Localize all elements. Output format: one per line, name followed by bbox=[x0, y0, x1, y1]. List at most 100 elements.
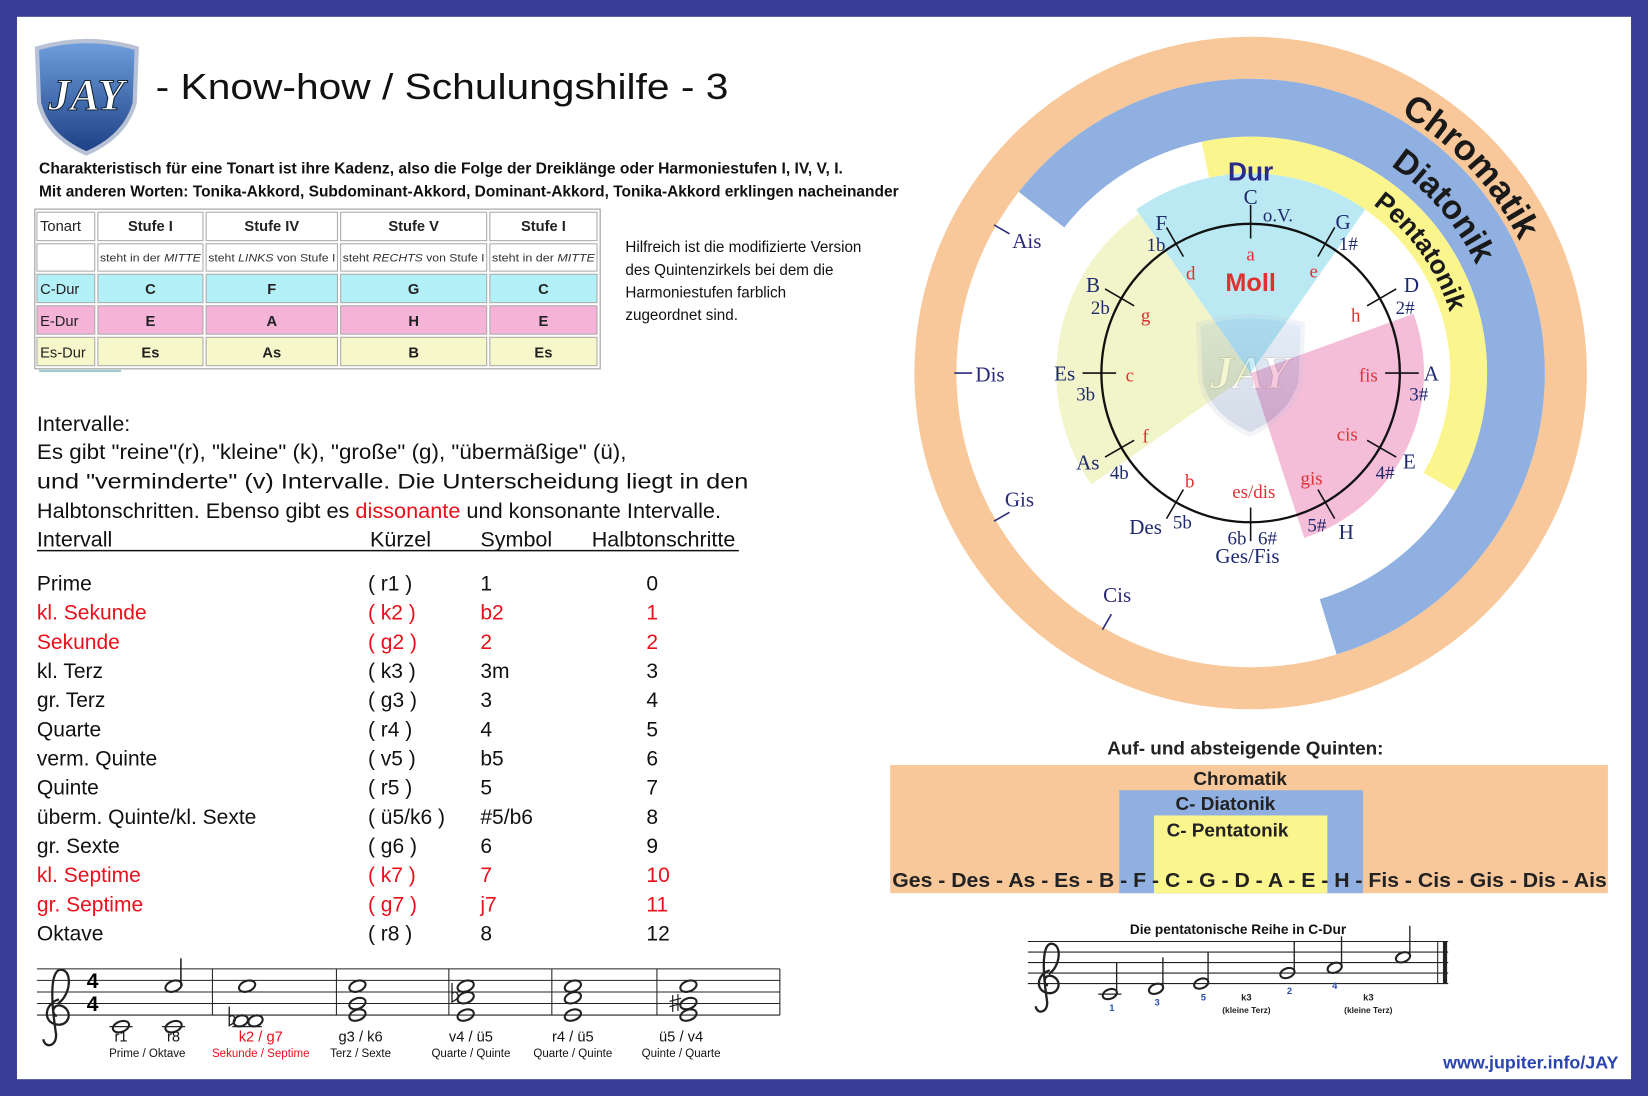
table-key: E-Dur bbox=[40, 314, 78, 330]
note-head bbox=[111, 1019, 131, 1034]
key-signature: 6# bbox=[1258, 528, 1277, 549]
chord-caption: Sekunde / Septime bbox=[212, 1048, 310, 1060]
outer-key: Gis bbox=[1005, 487, 1034, 511]
table-key: C-Dur bbox=[40, 282, 79, 298]
interval-label: k3 bbox=[1241, 992, 1252, 1003]
minor-key: b bbox=[1185, 472, 1194, 493]
table-cell bbox=[97, 336, 204, 367]
table-chord: A bbox=[266, 314, 277, 330]
interval-name: gr. Septime bbox=[37, 893, 143, 916]
chord-caption: Quarte / Quinte bbox=[533, 1048, 612, 1060]
table-note-part: MITTE bbox=[557, 253, 595, 265]
degree-label: 2 bbox=[1287, 986, 1292, 997]
major-key: B bbox=[1086, 273, 1100, 297]
paragraph-line: Es gibt "reine"(r), "kleine" (k), "große… bbox=[37, 440, 627, 464]
intro-line: Charakteristisch für eine Tonart ist ihr… bbox=[39, 160, 843, 177]
table-cell bbox=[205, 336, 338, 367]
table-header: Stufe IV bbox=[244, 219, 299, 235]
minor-key: cis bbox=[1337, 424, 1358, 445]
note-head bbox=[456, 979, 475, 993]
table-cell bbox=[97, 273, 204, 304]
note-head bbox=[679, 996, 698, 1011]
table-cell bbox=[205, 211, 338, 242]
dur-label: Dur bbox=[1228, 157, 1273, 187]
interval-abbr: ( ü5/k6 ) bbox=[368, 806, 445, 829]
table-cell bbox=[97, 211, 204, 242]
key-signature: 5# bbox=[1307, 516, 1326, 537]
table-cell bbox=[205, 305, 338, 335]
interval-name: Quinte bbox=[37, 777, 99, 800]
outer-tick bbox=[993, 224, 1010, 235]
table-cell bbox=[205, 243, 338, 272]
interval-note: (kleine Terz) bbox=[1222, 1005, 1271, 1015]
key-tick bbox=[1165, 227, 1185, 257]
interval-name: gr. Sexte bbox=[37, 835, 120, 858]
interval-name: kl. Sekunde bbox=[37, 602, 147, 625]
note-line: des Quintenzirkels bei dem die bbox=[625, 262, 833, 279]
table-chord: C bbox=[145, 282, 156, 298]
flat bbox=[228, 1006, 237, 1027]
interval-abbr: ( g6 ) bbox=[368, 835, 417, 858]
interval-symbol: 5 bbox=[480, 777, 492, 800]
interval-name: überm. Quinte/kl. Sexte bbox=[37, 806, 256, 829]
table-note: steht RECHTS von Stufe I bbox=[343, 253, 485, 265]
major-key: C bbox=[1244, 185, 1258, 209]
note-head bbox=[348, 996, 367, 1011]
minor-key: d bbox=[1186, 264, 1196, 285]
outer-tick bbox=[993, 511, 1010, 522]
interval-name: Sekunde bbox=[37, 631, 120, 654]
table-cell bbox=[36, 273, 96, 304]
interval-symbol: 4 bbox=[480, 718, 492, 741]
key-signature: 1b bbox=[1147, 235, 1166, 256]
interval-abbr: ( k7 ) bbox=[368, 864, 416, 887]
table-note-part: von Stufe I bbox=[423, 253, 485, 265]
interval-abbr: ( g3 ) bbox=[368, 689, 417, 712]
table-cell bbox=[489, 243, 598, 272]
interval-abbr: ( r4 ) bbox=[368, 718, 412, 741]
interval-symbol: 2 bbox=[480, 631, 492, 654]
table-header: Stufe I bbox=[521, 219, 566, 235]
time-signature: 4 bbox=[87, 970, 99, 993]
minor-key: f bbox=[1142, 426, 1149, 447]
interval-heading: Intervalle: bbox=[37, 412, 130, 436]
key-signature: 1# bbox=[1339, 234, 1358, 255]
major-key: G bbox=[1336, 210, 1351, 234]
interval-name: kl. Septime bbox=[37, 864, 141, 887]
interval-name: Quarte bbox=[37, 718, 101, 741]
interval-name: Prime bbox=[37, 573, 92, 596]
logo: JAY bbox=[1195, 314, 1306, 437]
interval-symbol: j7 bbox=[479, 893, 496, 916]
table-note-part: steht bbox=[343, 253, 373, 265]
key-signature: 3# bbox=[1409, 384, 1428, 405]
note-head bbox=[563, 979, 583, 993]
chord-label: v4 / ü5 bbox=[449, 1029, 493, 1045]
interval-steps: 2 bbox=[646, 631, 658, 654]
major-key: A bbox=[1424, 361, 1440, 385]
chord-caption: Quinte / Quarte bbox=[642, 1048, 721, 1060]
note-head bbox=[164, 1019, 183, 1034]
chord-label: r4 / ü5 bbox=[552, 1029, 594, 1045]
interval-column-header: Intervall bbox=[37, 527, 112, 551]
minor-key: g bbox=[1141, 306, 1151, 327]
chord-label: k2 / g7 bbox=[239, 1029, 283, 1045]
key-signature: 4# bbox=[1376, 463, 1395, 484]
interval-symbol: 8 bbox=[480, 922, 492, 945]
outer-key: Cis bbox=[1103, 583, 1131, 607]
interval-column-header: Symbol bbox=[480, 527, 552, 551]
outer-key: Ais bbox=[1012, 229, 1041, 253]
key-signature: 3b bbox=[1076, 384, 1095, 405]
minor-key: fis bbox=[1359, 365, 1378, 386]
treble-clef bbox=[1034, 942, 1060, 1013]
chord-label: ü5 / v4 bbox=[659, 1029, 703, 1045]
note-head bbox=[348, 979, 367, 993]
interval-abbr: ( r5 ) bbox=[368, 777, 412, 800]
table-note-part: steht bbox=[208, 253, 238, 265]
fifths-level: Chromatik bbox=[1193, 769, 1287, 790]
intro-line: Mit anderen Worten: Tonika-Akkord, Subdo… bbox=[39, 184, 899, 201]
table-note: steht LINKS von Stufe I bbox=[208, 253, 335, 265]
interval-name: Oktave bbox=[37, 922, 104, 945]
major-key: Es bbox=[1054, 361, 1075, 385]
table-cell bbox=[36, 243, 96, 272]
table-cell bbox=[97, 305, 204, 335]
